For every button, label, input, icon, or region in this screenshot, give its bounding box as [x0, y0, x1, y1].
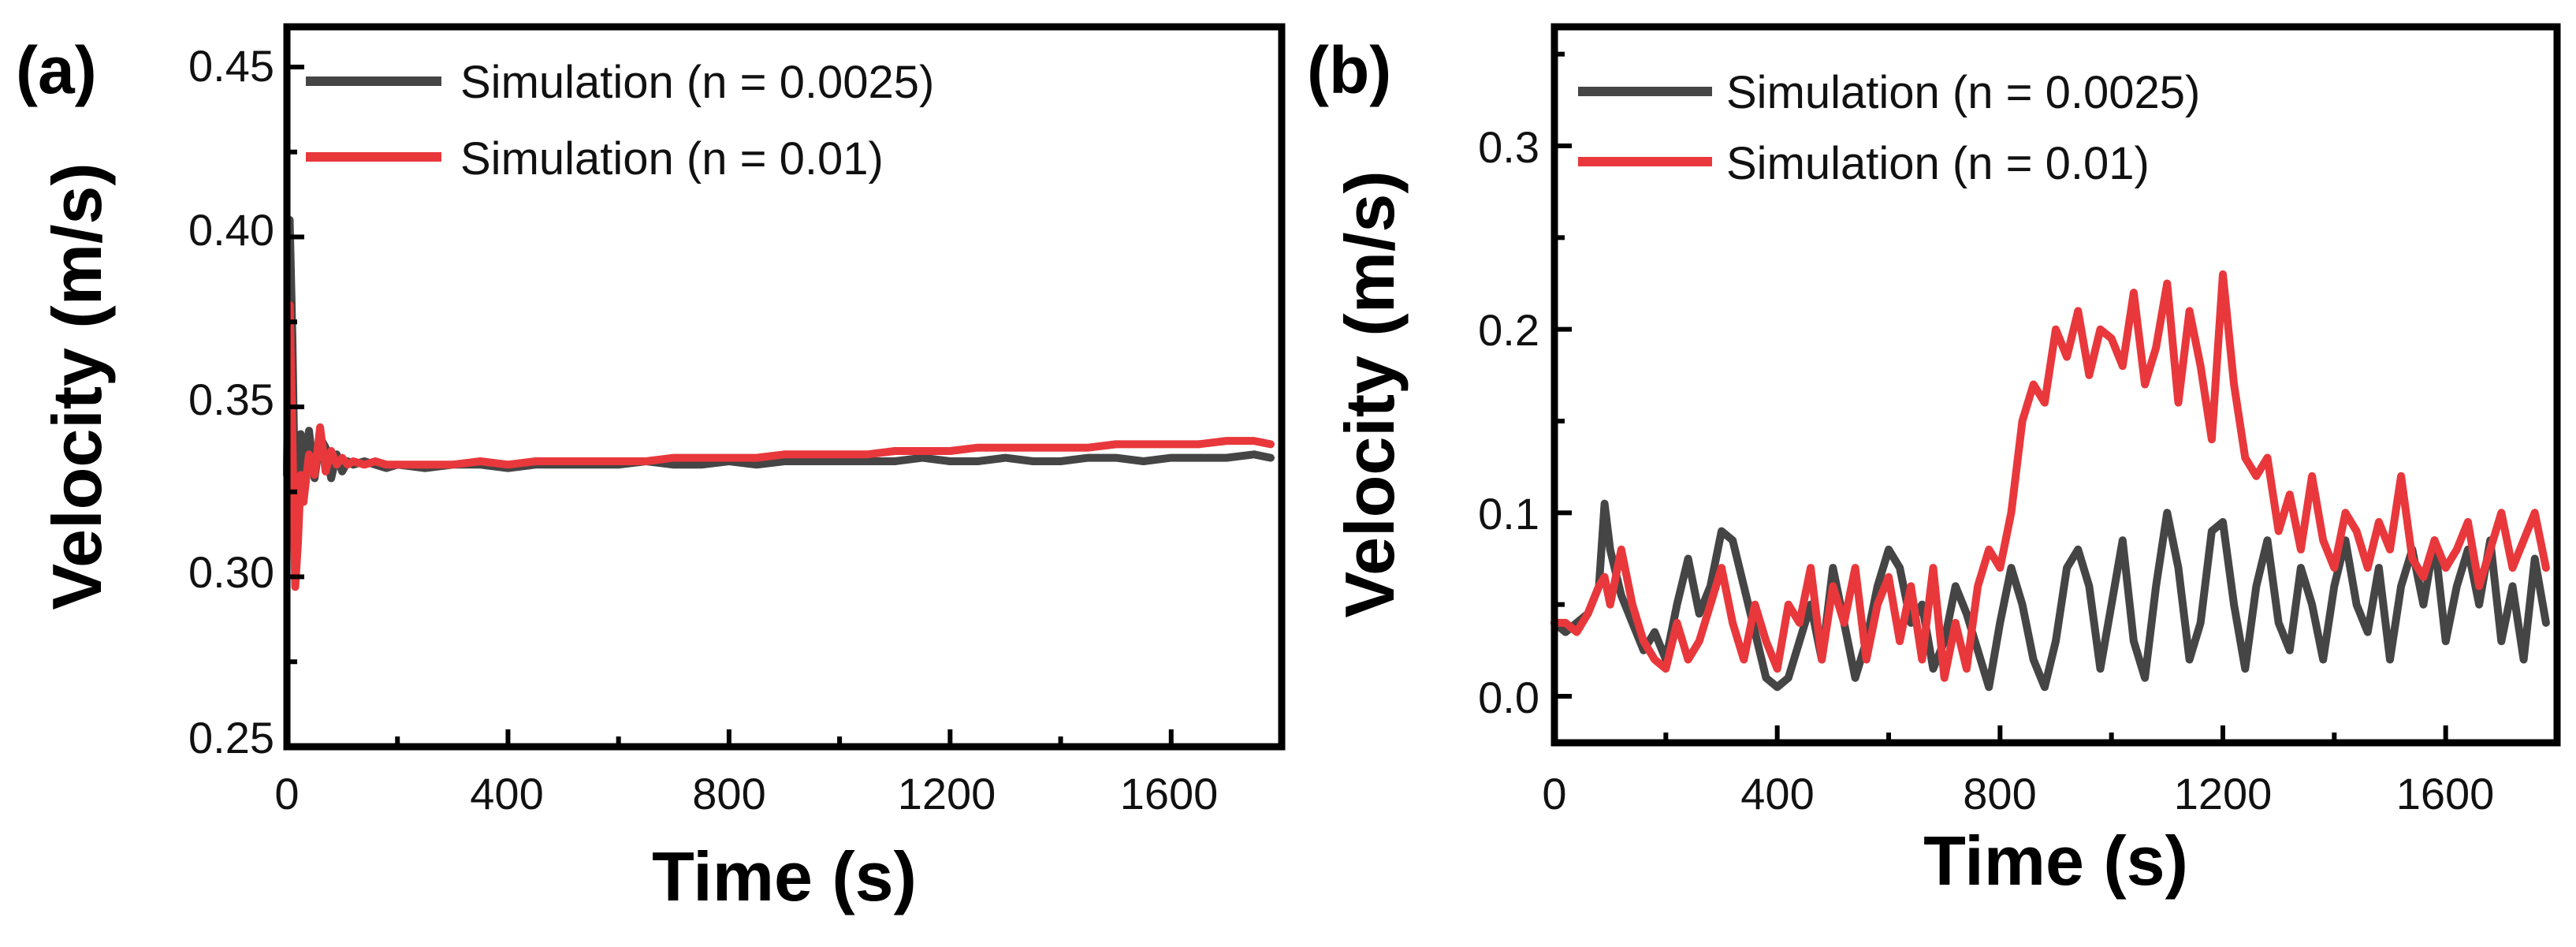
- series-line-n-0.0025: [1550, 499, 2550, 692]
- chart-a-y-labels: 0.25 0.30 0.35 0.40 0.45: [188, 41, 274, 762]
- legend: Simulation (n = 0.0025) Simulation (n = …: [1578, 67, 2200, 189]
- chart-b-series: [1550, 270, 2550, 692]
- x-tick-label: 1600: [1120, 769, 1219, 818]
- y-tick-label: 0.45: [188, 41, 274, 91]
- y-tick-label: 0.30: [188, 547, 274, 597]
- x-tick-label: 0: [1542, 769, 1566, 818]
- panel-label: (b): [1307, 33, 1391, 107]
- chart-b-y-labels: 0.0 0.1 0.2 0.3: [1478, 122, 1539, 722]
- chart-a-x-labels: 0 400 800 1200 1600: [274, 769, 1218, 818]
- panel-b: (b) 0.0 0.1 0.2 0.3 0 400 800 1200 1600 …: [1307, 23, 2561, 900]
- series-line-n-0.01: [1550, 270, 2550, 682]
- series-line-n-0.0025: [283, 215, 1275, 520]
- series-line-n-0.01: [283, 300, 1275, 591]
- y-tick-label: 0.0: [1478, 673, 1539, 722]
- y-tick-label: 0.25: [188, 713, 274, 762]
- x-tick-label: 1200: [2174, 769, 2273, 818]
- panel-a: (a) 0.25 0.30 0.35 0.40 0.45 0 400 800 1…: [16, 23, 1286, 915]
- legend-label: Simulation (n = 0.0025): [460, 57, 934, 108]
- chart-b-x-labels: 0 400 800 1200 1600: [1542, 769, 2494, 818]
- legend-label: Simulation (n = 0.01): [460, 133, 884, 185]
- panel-label: (a): [16, 33, 97, 107]
- y-axis-title: Velocity (m/s): [1331, 170, 1409, 617]
- y-tick-label: 0.35: [188, 375, 274, 424]
- x-tick-label: 0: [274, 769, 299, 818]
- x-axis-title: Time (s): [652, 837, 917, 915]
- chart-a-series: [283, 215, 1275, 591]
- x-tick-label: 1200: [898, 769, 996, 818]
- y-tick-label: 0.3: [1478, 122, 1539, 172]
- x-tick-label: 400: [1740, 769, 1814, 818]
- x-axis-title: Time (s): [1923, 822, 2188, 900]
- y-tick-label: 0.2: [1478, 305, 1539, 355]
- x-tick-label: 800: [692, 769, 765, 818]
- y-tick-label: 0.40: [188, 205, 274, 255]
- y-tick-label: 0.1: [1478, 489, 1539, 539]
- plot-frame: [1550, 23, 2561, 747]
- y-axis-title: Velocity (m/s): [38, 162, 116, 610]
- legend-label: Simulation (n = 0.0025): [1726, 67, 2200, 118]
- x-tick-label: 1600: [2396, 769, 2495, 818]
- x-tick-label: 400: [470, 769, 543, 818]
- legend: Simulation (n = 0.0025) Simulation (n = …: [306, 57, 934, 185]
- plot-frame: [283, 23, 1286, 751]
- x-tick-label: 800: [1963, 769, 2036, 818]
- chart-b-ticks: [1552, 51, 2559, 743]
- chart-a-ticks: [285, 65, 1284, 747]
- legend-label: Simulation (n = 0.01): [1726, 138, 2150, 189]
